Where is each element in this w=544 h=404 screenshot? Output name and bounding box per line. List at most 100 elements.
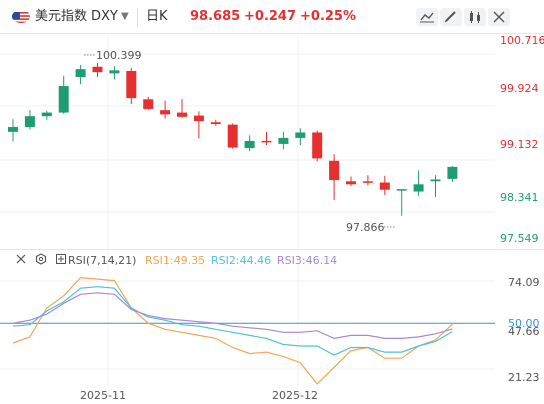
candle [109,66,120,80]
candle [227,123,238,149]
rsi-tick: 47.66 [508,325,540,338]
high-marker: 100.399 [84,49,142,62]
candle [24,110,35,130]
compare-icon[interactable] [464,8,486,26]
candle-body [295,132,306,138]
candle [447,166,458,182]
candle [8,119,18,142]
candle-body [362,181,373,183]
candle-body [447,166,458,179]
price-change: +0.247 [244,9,297,24]
price-tick: 98.341 [500,191,539,204]
rsi-axis: 74.09 50.00 47.66 21.23 [508,276,540,384]
candle-body [126,70,137,99]
candle-body [396,189,407,191]
rsi-tick: 74.09 [508,276,540,289]
indicator-legend: RSI(7,14,21) RSI1:49.35 RSI2:44.46 RSI3:… [16,253,337,267]
candle [75,64,86,85]
candle-body [312,132,323,159]
candle-body [413,184,424,192]
candle-body [346,181,356,185]
rsi-tick: 21.23 [508,371,540,384]
candle-body [109,70,120,74]
candle-body [379,182,390,190]
line-chart-icon[interactable] [416,8,438,26]
chart-grid [0,34,495,386]
candle [160,100,171,119]
x-axis-label: 2025-12 [272,389,318,402]
candle-body [58,86,69,113]
candle-body [227,124,238,148]
candle-body [75,69,86,77]
candle [413,170,424,196]
candle [295,128,306,146]
fullscreen-icon[interactable] [488,8,510,26]
add-icon[interactable] [56,254,66,264]
price-tick-high: 100.716 [500,34,544,47]
candle-body [329,160,340,181]
candle [210,119,221,126]
hide-icon[interactable] [16,254,26,264]
candle-body [143,99,154,109]
candle-body [278,137,289,144]
last-price: 98.685 [190,9,241,24]
price-chart[interactable]: 100.716 99.924 99.132 98.341 97.549 100.… [0,34,544,404]
candle [312,130,323,162]
candle [379,175,390,196]
price-axis: 100.716 99.924 99.132 98.341 97.549 [500,34,544,245]
candle [329,154,340,200]
rsi3-value: RSI3:46.14 [277,254,337,267]
rsi-indicator-name[interactable]: RSI(7,14,21) [68,254,136,267]
candle [396,189,407,216]
x-axis-label: 2025-11 [80,389,126,402]
price-change-percent: +0.25% [300,9,356,24]
draw-pen-icon[interactable] [440,8,462,26]
candle [362,175,373,186]
candle [193,111,204,139]
candle [126,67,137,105]
candle-body [210,122,221,125]
candle-body [160,110,171,115]
price-tick: 99.924 [500,82,539,95]
candle-body [41,112,52,117]
instrument-symbol[interactable]: DXY [91,9,118,24]
rsi1-value: RSI1:49.35 [145,254,205,267]
low-price-label: 97.866 [346,221,385,234]
candle-body [24,116,35,128]
candle [41,110,52,120]
candle [261,131,272,146]
x-axis: 2025-11 2025-12 [80,389,318,402]
candle-body [244,140,255,149]
rsi-line-rsi1 [12,276,453,385]
candle [58,75,69,114]
candles [8,63,458,216]
high-price-label: 100.399 [96,49,142,62]
candle [278,131,289,150]
candle-body [177,112,187,117]
price-tick: 99.132 [500,138,539,151]
rsi-lines [0,276,495,385]
candle-body [92,66,103,73]
rsi-line-rsi3 [12,292,453,340]
candle-body [430,179,441,182]
candle [244,135,255,152]
low-marker: 97.866 [346,221,396,234]
period-selector[interactable]: 日K [146,9,168,24]
chart-header: 美元指数 DXY ▼ 日K 98.685 +0.247 +0.25% [0,0,544,34]
us-flag-icon [12,10,30,23]
price-tick-low: 97.549 [500,232,539,245]
candle-body [8,127,18,132]
candle [177,99,187,118]
rsi-level-tick: 50.00 [508,317,540,330]
candle [92,63,103,77]
candle [143,96,154,111]
candle-body [193,115,204,122]
rsi2-value: RSI2:44.46 [211,254,271,267]
settings-icon[interactable] [35,253,47,265]
instrument-name[interactable]: 美元指数 [35,9,88,24]
candle [430,175,441,197]
rsi-line-rsi2 [12,286,453,356]
chevron-down-icon[interactable]: ▼ [121,11,129,22]
candle-body [261,140,272,143]
header-divider [137,8,138,26]
